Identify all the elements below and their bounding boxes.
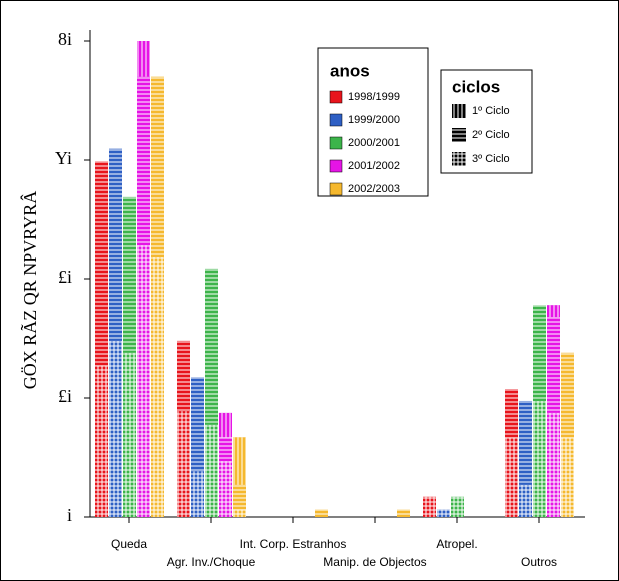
bar-pattern (423, 496, 436, 517)
bar-pattern (109, 340, 122, 517)
x-tick-label: Agr. Inv./Choque (167, 555, 256, 569)
bar-pattern (233, 484, 246, 510)
bar-pattern (561, 437, 574, 517)
bar-pattern (397, 509, 410, 517)
y-tick-label: 8i (58, 29, 72, 49)
bar-pattern (123, 352, 136, 517)
bar-pattern (547, 412, 560, 517)
bar-pattern (533, 400, 546, 517)
legend-title: ciclos (452, 77, 500, 96)
bar-pattern (151, 256, 164, 517)
x-tick-label: Outros (521, 555, 557, 569)
bar-pattern (233, 437, 246, 485)
bar-pattern (519, 484, 532, 517)
bar-pattern (123, 196, 136, 353)
bar-pattern (137, 245, 150, 517)
legend-label: 2002/2003 (348, 183, 400, 195)
legend-swatch (329, 136, 343, 150)
bar-pattern (191, 377, 204, 472)
legend-swatch (329, 113, 343, 127)
bar-pattern (519, 400, 532, 485)
y-tick-label: Yi (55, 148, 72, 168)
legend-label: 3º Ciclo (472, 153, 510, 165)
bar-pattern (561, 352, 574, 438)
bar-pattern (547, 317, 560, 413)
bar-pattern (151, 76, 164, 257)
legend-label: 2000/2001 (348, 137, 400, 149)
legend-pattern (452, 152, 466, 166)
legend-pattern (452, 128, 466, 142)
x-tick-label: Atropel. (436, 537, 477, 551)
legend-swatch (329, 182, 343, 196)
bar-pattern (315, 509, 328, 517)
legend-swatch (329, 90, 343, 104)
bar-pattern (437, 509, 450, 517)
x-tick-label: Int. Corp. Estranhos (240, 537, 347, 551)
bar-pattern (219, 461, 232, 517)
legend-pattern (452, 104, 466, 118)
y-tick-label: £i (58, 386, 72, 406)
bar-pattern (137, 76, 150, 246)
bar-pattern (177, 340, 190, 412)
bar-pattern (177, 411, 190, 517)
bar-pattern (205, 268, 218, 425)
legend-label: 2º Ciclo (472, 129, 510, 141)
bar-pattern (547, 305, 560, 318)
legend-swatch (329, 159, 343, 173)
x-tick-label: Queda (111, 537, 147, 551)
bar-pattern (233, 509, 246, 517)
bar-pattern (505, 437, 518, 517)
legend-label: 2001/2002 (348, 160, 400, 172)
bar-pattern (95, 365, 108, 517)
x-tick-label: Manip. de Objectos (323, 555, 426, 569)
bar-pattern (109, 148, 122, 341)
bar-pattern (219, 412, 232, 438)
y-axis-label: GÖX RÃZ QR NPVRYRÂ (19, 191, 40, 390)
legend-title: anos (330, 61, 370, 80)
bar-pattern (191, 471, 204, 517)
bar-pattern (451, 496, 464, 517)
y-tick-label: i (67, 505, 72, 525)
legend-label: 1º Ciclo (472, 105, 510, 117)
y-tick-label: £i (58, 267, 72, 287)
bar-pattern (533, 305, 546, 401)
bar-pattern (219, 437, 232, 462)
bar-pattern (95, 161, 108, 366)
bar-pattern (505, 389, 518, 438)
bar-pattern (137, 41, 150, 77)
legend-label: 1998/1999 (348, 91, 400, 103)
legend-label: 1999/2000 (348, 114, 400, 126)
bar-pattern (205, 424, 218, 517)
